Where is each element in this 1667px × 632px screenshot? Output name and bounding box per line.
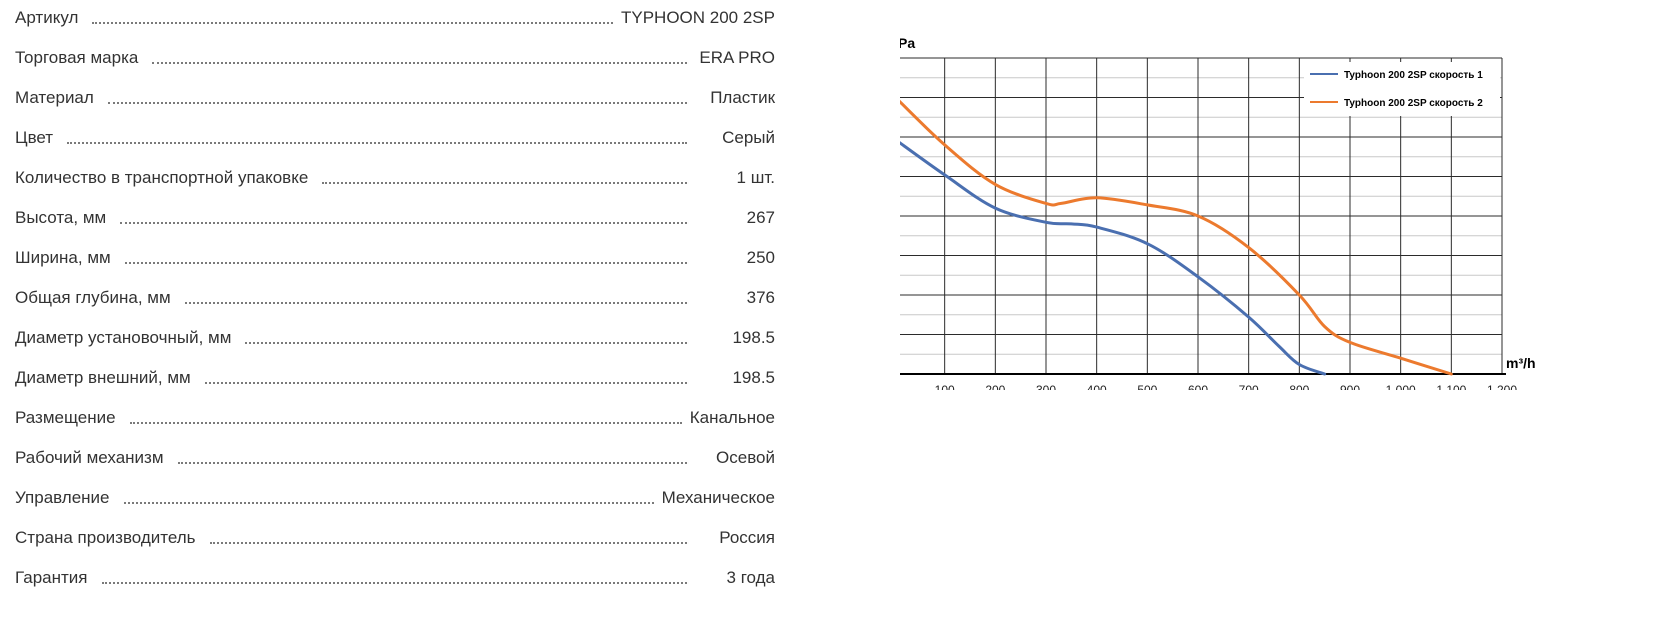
spec-value: Канальное xyxy=(689,408,775,427)
dot-leader xyxy=(67,142,687,144)
spec-value: 250 xyxy=(746,248,775,267)
spec-value: 376 xyxy=(746,288,775,307)
x-tick-label: 900 xyxy=(1340,383,1360,390)
spec-row: Ширина, мм 250 xyxy=(15,245,775,271)
spec-label: Общая глубина, мм xyxy=(15,288,171,307)
spec-label: Торговая марка xyxy=(15,48,139,67)
x-tick-label: 1 100 xyxy=(1436,383,1466,390)
dot-leader xyxy=(184,302,687,304)
spec-row: Размещение Канальное xyxy=(15,405,775,431)
x-tick-label: 600 xyxy=(1188,383,1208,390)
spec-row: Торговая марка ERA PRO xyxy=(15,45,775,71)
dot-leader xyxy=(120,222,687,224)
spec-row: Количество в транспортной упаковке 1 шт. xyxy=(15,165,775,191)
dot-leader xyxy=(177,462,687,464)
pressure-flow-chart: 0501001502002503003504000100200300400500… xyxy=(900,35,1536,390)
spec-value: Россия xyxy=(719,528,775,547)
dot-leader xyxy=(129,422,682,424)
spec-label: Рабочий механизм xyxy=(15,448,164,467)
x-tick-label: 1 200 xyxy=(1487,383,1517,390)
dot-leader xyxy=(245,342,687,344)
legend-label-speed-1: Typhoon 200 2SP скорость 1 xyxy=(1344,70,1483,81)
spec-value: 1 шт. xyxy=(736,168,775,187)
x-tick-label: 100 xyxy=(935,383,955,390)
dot-leader xyxy=(124,262,687,264)
series-line-speed-1 xyxy=(900,141,1327,376)
spec-label: Высота, мм xyxy=(15,208,107,227)
spec-row: Диаметр установочный, мм 198.5 xyxy=(15,325,775,351)
dot-leader xyxy=(123,502,654,504)
spec-row: Артикул TYPHOON 200 2SP xyxy=(15,5,775,31)
x-tick-label: 500 xyxy=(1137,383,1157,390)
spec-label: Диаметр внешний, мм xyxy=(15,368,191,387)
legend-label-speed-2: Typhoon 200 2SP скорость 2 xyxy=(1344,98,1483,109)
x-tick-label: 300 xyxy=(1036,383,1056,390)
spec-label: Управление xyxy=(15,488,110,507)
y-axis-label: Pa xyxy=(900,35,915,51)
spec-label: Ширина, мм xyxy=(15,248,111,267)
spec-row: Высота, мм 267 xyxy=(15,205,775,231)
spec-value: TYPHOON 200 2SP xyxy=(620,8,775,27)
dot-leader xyxy=(204,382,687,384)
spec-value: ERA PRO xyxy=(699,48,775,67)
spec-value: Серый xyxy=(722,128,775,147)
spec-row: Гарантия 3 года xyxy=(15,565,775,591)
spec-label: Размещение xyxy=(15,408,116,427)
spec-label: Материал xyxy=(15,88,94,107)
dot-leader xyxy=(209,542,687,544)
spec-row: Рабочий механизм Осевой xyxy=(15,445,775,471)
spec-value: Пластик xyxy=(710,88,775,107)
x-tick-label: 800 xyxy=(1289,383,1309,390)
spec-value: Механическое xyxy=(661,488,775,507)
spec-label: Диаметр установочный, мм xyxy=(15,328,232,347)
dot-leader xyxy=(152,62,687,64)
spec-label: Страна производитель xyxy=(15,528,196,547)
spec-row: Управление Механическое xyxy=(15,485,775,511)
legend xyxy=(1304,62,1500,116)
x-tick-label: 700 xyxy=(1239,383,1259,390)
x-tick-label: 1 000 xyxy=(1386,383,1416,390)
spec-row: Материал Пластик xyxy=(15,85,775,111)
spec-row: Цвет Серый xyxy=(15,125,775,151)
spec-row: Диаметр внешний, мм 198.5 xyxy=(15,365,775,391)
spec-row: Страна производитель Россия xyxy=(15,525,775,551)
spec-label: Количество в транспортной упаковке xyxy=(15,168,309,187)
dot-leader xyxy=(101,582,687,584)
series-line-speed-2 xyxy=(900,99,1453,376)
dot-leader xyxy=(92,22,613,24)
dot-leader xyxy=(322,182,687,184)
x-tick-label: 400 xyxy=(1087,383,1107,390)
dot-leader xyxy=(107,102,687,104)
spec-row: Общая глубина, мм 376 xyxy=(15,285,775,311)
x-tick-label: 200 xyxy=(985,383,1005,390)
spec-label: Гарантия xyxy=(15,568,88,587)
spec-value: 198.5 xyxy=(732,368,775,387)
spec-value: 198.5 xyxy=(732,328,775,347)
x-axis-label: m³/h xyxy=(1506,355,1536,371)
spec-label: Артикул xyxy=(15,8,79,27)
spec-value: Осевой xyxy=(716,448,775,467)
spec-value: 3 года xyxy=(726,568,775,587)
spec-label: Цвет xyxy=(15,128,54,147)
spec-value: 267 xyxy=(746,208,775,227)
